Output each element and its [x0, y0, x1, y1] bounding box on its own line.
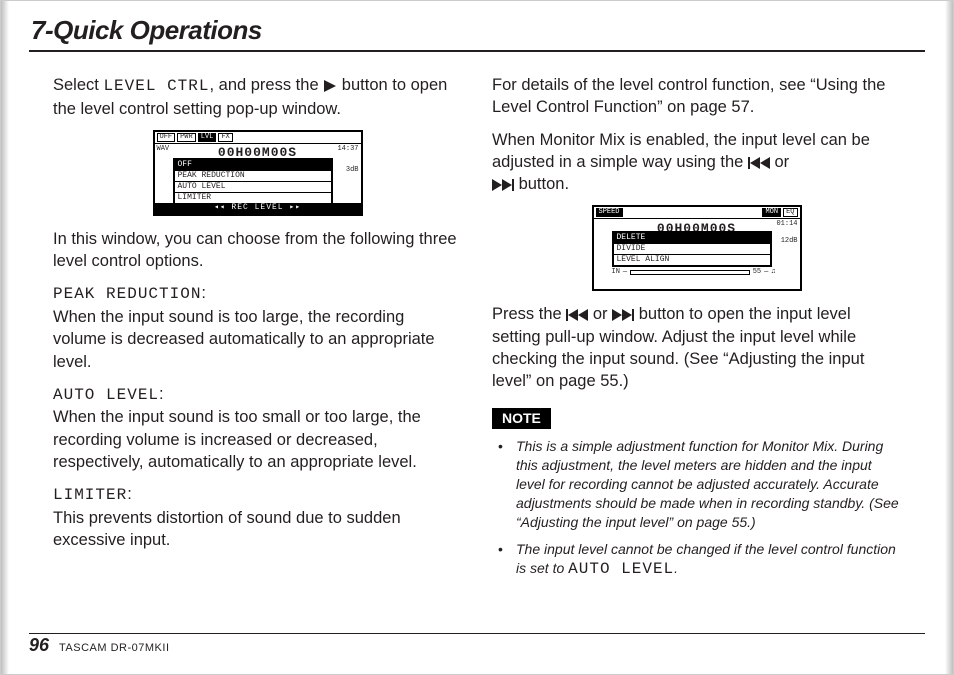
- text: Select: [53, 76, 103, 94]
- lcd2-bar: [630, 270, 750, 275]
- text: or: [770, 153, 789, 171]
- lcd1-side-time: 14:37: [335, 146, 359, 153]
- lcd1-menu-item: OFF: [175, 160, 331, 171]
- lcd2-menu: DELETE DIVIDE LEVEL ALIGN: [612, 231, 772, 267]
- lcd2-topbar: SPEED MON EQ: [594, 207, 800, 219]
- lcd-term-level-ctrl: LEVEL CTRL: [103, 77, 209, 95]
- lcd1-seg: OFF: [157, 133, 176, 142]
- lcd2-side-time: 01:14: [774, 221, 798, 228]
- lcd2-bar-value: 55: [753, 269, 761, 276]
- lcd2-seg: MON: [762, 208, 781, 217]
- text: or: [588, 305, 612, 323]
- option-2-body: When the input sound is too small or too…: [53, 408, 421, 471]
- headphone-icon: ♫: [771, 269, 775, 276]
- title-rule: [29, 50, 925, 52]
- text: When Monitor Mix is enabled, the input l…: [492, 131, 870, 171]
- footer-rule: [29, 633, 925, 634]
- lcd1-seg: FX: [218, 133, 232, 142]
- option-1-body: When the input sound is too large, the r…: [53, 308, 435, 371]
- lcd-term-auto-level: AUTO LEVEL: [568, 560, 674, 578]
- lcd2-side-right: 01:14 12dB: [774, 221, 798, 277]
- option-1-label: PEAK REDUCTION: [53, 285, 201, 303]
- lcd1-menu-item: PEAK REDUCTION: [175, 171, 331, 182]
- lcd1-menu: OFF PEAK REDUCTION AUTO LEVEL LIMITER: [173, 158, 333, 205]
- option-3-body: This prevents distortion of sound due to…: [53, 509, 401, 549]
- manual-page: 7-Quick Operations Select LEVEL CTRL, an…: [0, 0, 954, 675]
- content-columns: Select LEVEL CTRL, and press the button …: [29, 74, 925, 588]
- colon: :: [159, 385, 164, 403]
- page-number: 96: [29, 635, 49, 656]
- lcd1-seg: PWR: [177, 133, 196, 142]
- skip-forward-icon: [612, 309, 634, 321]
- option-1: PEAK REDUCTION: When the input sound is …: [53, 282, 462, 372]
- page-shadow-right: [945, 1, 953, 674]
- note-item: This is a simple adjustment function for…: [492, 437, 901, 531]
- colon: :: [201, 284, 206, 302]
- lcd2-bar-label: IN: [612, 269, 620, 276]
- left-column: Select LEVEL CTRL, and press the button …: [53, 74, 462, 588]
- lcd2-menu-item: DELETE: [614, 233, 770, 244]
- note-label: NOTE: [492, 408, 551, 429]
- option-3: LIMITER: This prevents distortion of sou…: [53, 483, 462, 551]
- lcd1-topbar: OFF PWR LVL FX: [155, 132, 361, 144]
- play-icon: [323, 80, 337, 92]
- lcd2-seg: SPEED: [596, 208, 623, 217]
- text: , and press the: [209, 76, 323, 94]
- left-para-1: Select LEVEL CTRL, and press the button …: [53, 74, 462, 120]
- option-2-label: AUTO LEVEL: [53, 386, 159, 404]
- lcd1-menu-item: AUTO LEVEL: [175, 182, 331, 193]
- lcd2-bar-row: IN — 55 — ♫: [612, 268, 776, 276]
- skip-forward-icon: [492, 179, 514, 191]
- lcd1-side-right: 14:37 3dB: [335, 146, 359, 202]
- note-list: This is a simple adjustment function for…: [492, 437, 901, 580]
- page-footer: 96 TASCAM DR-07MKII: [29, 635, 170, 656]
- right-column: For details of the level control functio…: [492, 74, 901, 588]
- skip-back-icon: [566, 309, 588, 321]
- right-para-2: When Monitor Mix is enabled, the input l…: [492, 129, 901, 196]
- right-para-3: Press the or button to open the input le…: [492, 303, 901, 392]
- lcd1-side-left: WAV: [157, 146, 171, 202]
- lcd2-menu-item: DIVIDE: [614, 244, 770, 255]
- lcd1-side-db: 3dB: [335, 167, 359, 174]
- text: Press the: [492, 305, 566, 323]
- text: button.: [514, 175, 569, 193]
- page-title: 7-Quick Operations: [31, 15, 925, 46]
- page-shadow-left: [1, 1, 9, 674]
- colon: :: [127, 485, 132, 503]
- lcd2-seg: EQ: [783, 208, 797, 217]
- lcd2-menu-item: LEVEL ALIGN: [614, 255, 770, 265]
- lcd-screenshot-2: SPEED MON EQ 00H00M00S 01:14 12dB DELETE…: [592, 205, 802, 291]
- skip-back-icon: [748, 157, 770, 169]
- lcd-screenshot-1: OFF PWR LVL FX 00H00M00S WAV 14:37 3dB O…: [153, 130, 363, 216]
- right-para-1: For details of the level control functio…: [492, 74, 901, 119]
- lcd1-footer: ◂◂ REC LEVEL ▸▸: [155, 203, 361, 214]
- lcd2-side-db: 12dB: [774, 238, 798, 245]
- dash: —: [764, 269, 768, 276]
- note-item-tail: .: [674, 560, 678, 576]
- note-item: The input level cannot be changed if the…: [492, 540, 901, 580]
- dash: —: [623, 269, 627, 276]
- lcd1-seg: LVL: [198, 133, 217, 142]
- option-3-label: LIMITER: [53, 486, 127, 504]
- lcd1-menu-item: LIMITER: [175, 193, 331, 203]
- product-name: TASCAM DR-07MKII: [59, 642, 169, 654]
- option-2: AUTO LEVEL: When the input sound is too …: [53, 383, 462, 473]
- left-para-2: In this window, you can choose from the …: [53, 228, 462, 273]
